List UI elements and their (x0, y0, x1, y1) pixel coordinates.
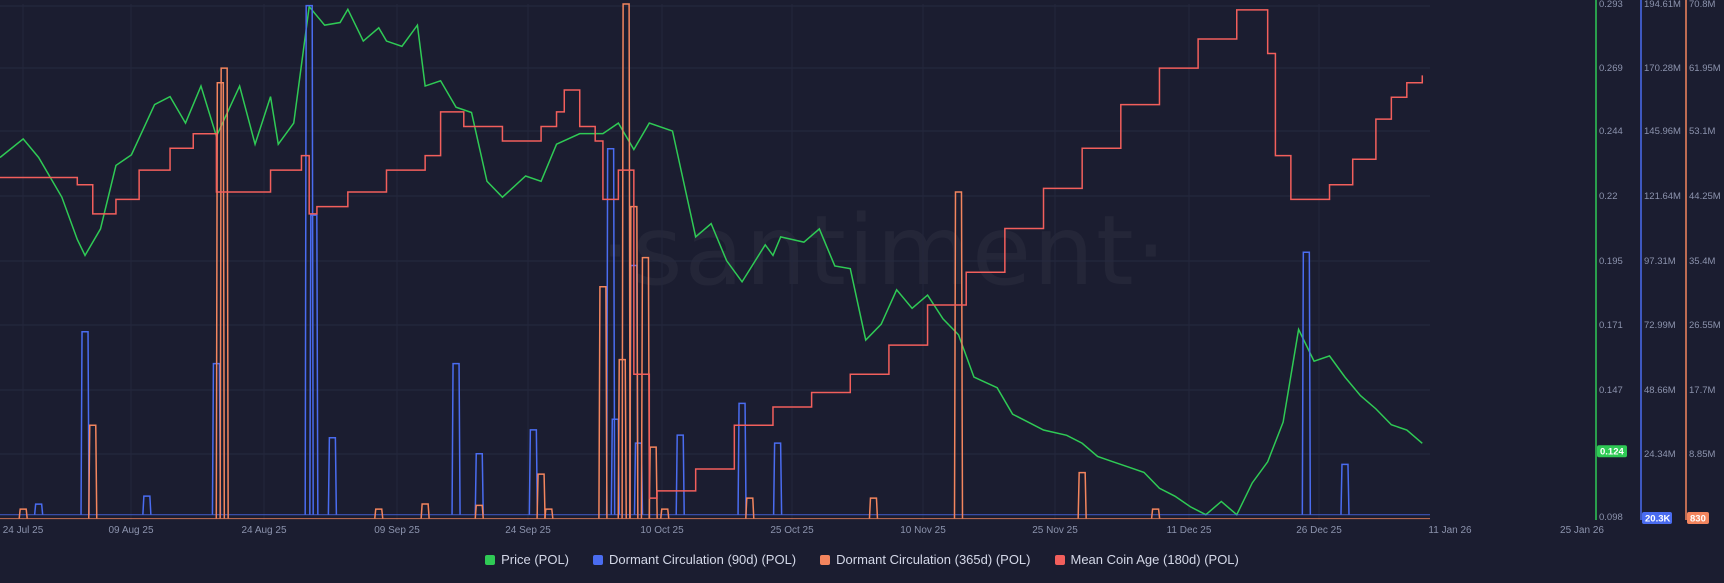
x-tick-10: 26 Dec 25 (1296, 525, 1342, 536)
y-tick-dormant-90d-2: 145.96M (1644, 126, 1681, 137)
x-tick-12: 25 Jan 26 (1560, 525, 1604, 536)
legend: Price (POL) Dormant Circulation (90d) (P… (0, 552, 1724, 567)
legend-item-dormant-90d[interactable]: Dormant Circulation (90d) (POL) (593, 552, 796, 567)
series-2-spike-9 (598, 286, 608, 519)
x-tick-11: 11 Jan 26 (1428, 525, 1472, 536)
series-2-spike-17 (868, 497, 879, 519)
series-2-spike-1 (88, 424, 98, 519)
legend-swatch-mean-coin-age (1054, 554, 1065, 565)
series-2-spike-0 (18, 508, 28, 519)
x-tick-2: 24 Aug 25 (241, 525, 286, 536)
y-tick-mean-coin-age-4: 35.4M (1689, 256, 1715, 267)
series-2-spike-19 (1077, 471, 1087, 519)
y-tick-price-2: 0.244 (1599, 126, 1623, 137)
x-tick-4: 24 Sep 25 (505, 525, 551, 536)
y-tick-dormant-90d-3: 121.64M (1644, 191, 1681, 202)
y-tick-mean-coin-age-0: 70.8M (1689, 0, 1715, 10)
series-1-spike-9 (528, 429, 539, 515)
series-2-spike-3 (219, 67, 229, 519)
series-2-spike-14 (648, 446, 658, 519)
legend-item-mean-coin-age[interactable]: Mean Coin Age (180d) (POL) (1054, 552, 1239, 567)
x-tick-6: 25 Oct 25 (770, 525, 814, 536)
y-tick-mean-coin-age-2: 53.1M (1689, 126, 1715, 137)
legend-item-price[interactable]: Price (POL) (485, 552, 569, 567)
series-2-spike-15 (660, 508, 670, 519)
series-2-spike-2 (215, 81, 226, 519)
series-1-spike-14 (675, 434, 685, 515)
series-1-spike-15 (737, 402, 747, 515)
x-tick-3: 09 Sep 25 (374, 525, 420, 536)
y-tick-price-1: 0.269 (1599, 63, 1623, 74)
y-tick-mean-coin-age-6: 17.7M (1689, 385, 1715, 396)
series-1-spike-10 (605, 148, 616, 515)
series-2-spike-16 (745, 497, 755, 519)
y-tick-price-5: 0.171 (1599, 320, 1623, 331)
y-tick-mean-coin-age-5: 26.55M (1689, 320, 1721, 331)
y-tick-dormant-90d-0: 194.61M (1644, 0, 1681, 10)
badge-mean-coin-age-bg (1687, 512, 1709, 524)
y-tick-dormant-90d-1: 170.28M (1644, 63, 1681, 74)
y-tick-mean-coin-age-3: 44.25M (1689, 191, 1721, 202)
series-1-spike-8 (474, 452, 484, 515)
x-tick-5: 10 Oct 25 (640, 525, 684, 536)
series-2-spike-20 (1150, 508, 1161, 519)
x-tick-8: 25 Nov 25 (1032, 525, 1078, 536)
series-1-spike-0 (33, 503, 44, 515)
series-1-spike-4 (304, 4, 314, 515)
series-1-spike-1 (80, 330, 90, 515)
series-0-line (0, 4, 1423, 516)
legend-label-dormant-90d: Dormant Circulation (90d) (POL) (609, 552, 797, 567)
y-tick-price-4: 0.195 (1599, 256, 1623, 267)
x-tick-7: 10 Nov 25 (900, 525, 946, 536)
series-3-line (0, 9, 1424, 499)
y-tick-price-0: 0.293 (1599, 0, 1623, 10)
series-1-spike-6 (327, 437, 338, 515)
y-tick-dormant-90d-4: 97.31M (1644, 256, 1676, 267)
series-2-spike-7 (536, 473, 546, 519)
badge-dormant-90d-label: 20.3K (1645, 514, 1670, 525)
series-2-spike-18 (953, 191, 964, 519)
series-2-spike-11 (621, 3, 631, 519)
x-tick-0: 24 Jul 25 (3, 525, 44, 536)
x-tick-1: 09 Aug 25 (108, 525, 153, 536)
y-tick-dormant-90d-6: 48.66M (1644, 385, 1676, 396)
legend-label-mean-coin-age: Mean Coin Age (180d) (POL) (1070, 552, 1239, 567)
series-2-spike-4 (374, 508, 384, 519)
series-1-spike-7 (451, 362, 461, 515)
series-1-spike-2 (142, 495, 152, 515)
y-tick-price-3: 0.22 (1599, 191, 1618, 202)
y-tick-price-6: 0.147 (1599, 385, 1623, 396)
badge-dormant-90d-bg (1642, 512, 1672, 524)
series-1-spike-5 (309, 214, 319, 515)
y-tick-price-8: 0.098 (1599, 512, 1623, 523)
y-tick-dormant-90d-5: 72.99M (1644, 320, 1676, 331)
legend-swatch-dormant-365d (820, 554, 831, 565)
series-2-spike-5 (420, 503, 430, 519)
badge-mean-coin-age-label: 830 (1690, 514, 1706, 525)
legend-swatch-dormant-90d (593, 554, 604, 565)
badge-price-label: 0.124 (1600, 447, 1624, 458)
legend-label-price: Price (POL) (501, 552, 570, 567)
legend-label-dormant-365d: Dormant Circulation (365d) (POL) (836, 552, 1031, 567)
legend-item-dormant-365d[interactable]: Dormant Circulation (365d) (POL) (820, 552, 1031, 567)
y-tick-mean-coin-age-1: 61.95M (1689, 63, 1721, 74)
legend-swatch-price (485, 554, 496, 565)
series-1-spike-16 (772, 442, 783, 515)
y-tick-dormant-90d-7: 24.34M (1644, 449, 1676, 460)
y-tick-mean-coin-age-7: 8.85M (1689, 449, 1715, 460)
series-2-spike-8 (544, 508, 554, 519)
series-1-spike-17 (1301, 251, 1312, 515)
series-2-spike-6 (474, 504, 484, 519)
series-1-spike-18 (1340, 463, 1350, 515)
badge-price-bg (1597, 445, 1627, 458)
x-tick-9: 11 Dec 25 (1167, 525, 1212, 536)
